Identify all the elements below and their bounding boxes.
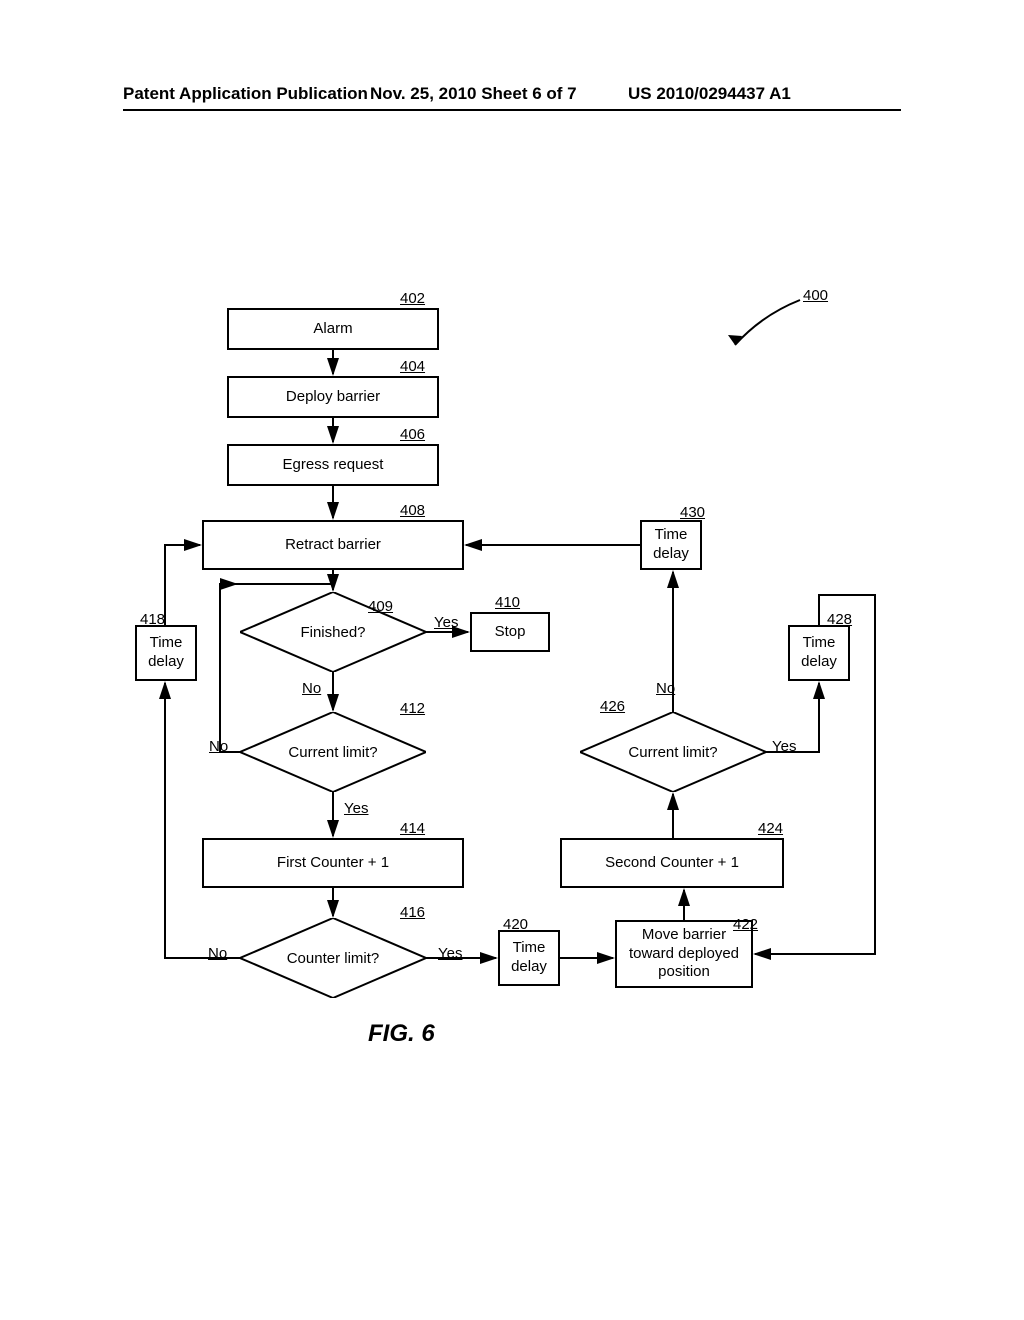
page: Patent Application Publication Nov. 25, … [0, 0, 1024, 1320]
flowchart-edges [0, 0, 1024, 1320]
